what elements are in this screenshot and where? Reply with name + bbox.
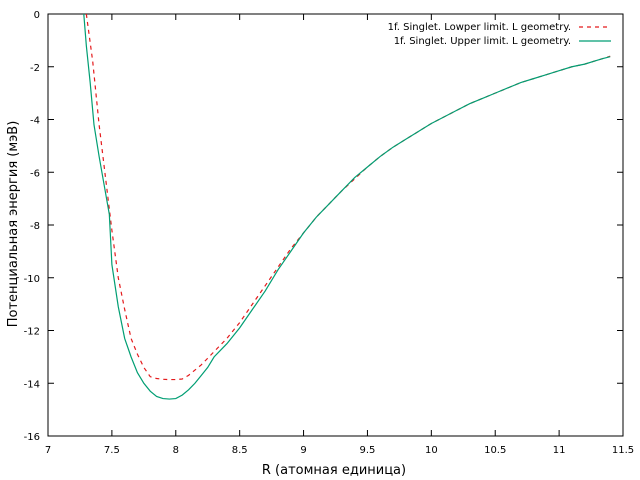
- y-tick-label: -4: [30, 116, 40, 127]
- y-tick-label: -16: [24, 432, 40, 443]
- legend-entry-label: 1f. Singlet. Upper limit. L geometry.: [394, 36, 571, 47]
- x-tick-label: 7.5: [104, 445, 120, 456]
- y-tick-label: 0: [34, 10, 40, 21]
- x-tick-label: 9: [300, 445, 306, 456]
- x-axis-label: R (атомная единица): [262, 463, 406, 478]
- x-tick-label: 9.5: [359, 445, 375, 456]
- y-tick-label: -12: [24, 327, 40, 338]
- x-tick-label: 7: [45, 445, 51, 456]
- y-tick-label: -6: [30, 168, 40, 179]
- x-tick-label: 8.5: [232, 445, 248, 456]
- legend: 1f. Singlet. Lowper limit. L geometry. 1f…: [388, 22, 611, 47]
- x-axis: 7 7.5 8 8.5 9 9.5 10 10.5 11 11.5: [45, 14, 634, 456]
- y-axis-label: Потенциальная энергия (мэВ): [6, 121, 21, 328]
- x-tick-label: 8: [173, 445, 179, 456]
- y-axis: -16 -14 -12 -10 -8 -6 -4 -2 0: [24, 10, 623, 443]
- series-line-2: [83, 14, 611, 400]
- y-tick-label: -10: [24, 274, 40, 285]
- series-line-1: [85, 14, 611, 381]
- y-tick-label: -14: [24, 379, 40, 390]
- legend-entry-label: 1f. Singlet. Lowper limit. L geometry.: [388, 22, 571, 33]
- x-tick-label: 11.5: [612, 445, 634, 456]
- y-tick-label: -8: [30, 221, 40, 232]
- x-tick-label: 10: [425, 445, 438, 456]
- x-tick-label: 10.5: [484, 445, 506, 456]
- series-layer: [83, 14, 611, 400]
- y-tick-label: -2: [30, 63, 40, 74]
- x-tick-label: 11: [553, 445, 566, 456]
